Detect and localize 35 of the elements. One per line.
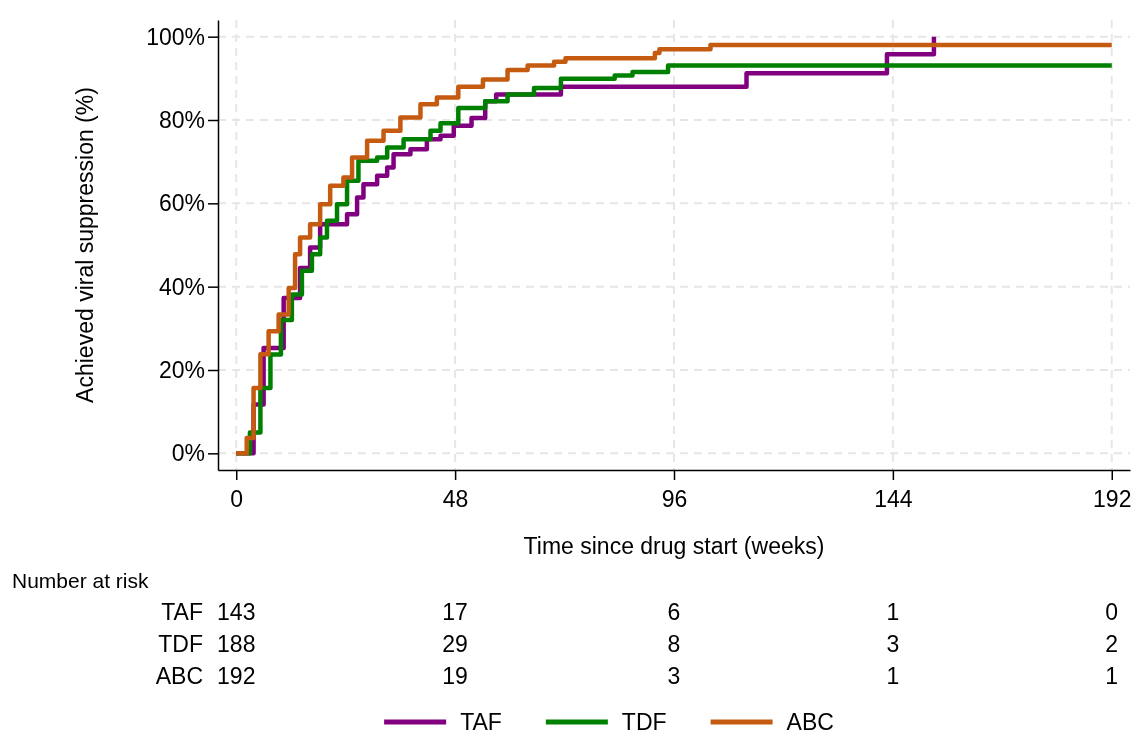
x-tick-label: 144 xyxy=(874,486,913,513)
x-tick-label: 48 xyxy=(442,486,469,513)
text: ABC xyxy=(155,663,203,689)
legend-label: TDF xyxy=(621,709,667,735)
text: TDF xyxy=(158,631,203,657)
text: 3 xyxy=(667,663,681,689)
text: 3 xyxy=(886,631,900,657)
text: 192 xyxy=(217,663,256,689)
text: 188 xyxy=(217,631,256,657)
x-axis-title: Time since drug start (weeks) xyxy=(523,533,825,559)
text: 143 xyxy=(217,599,256,625)
x-tick-label: 192 xyxy=(1093,486,1132,513)
text: 1 xyxy=(886,599,900,625)
legend-label: ABC xyxy=(786,709,834,735)
text: TAF xyxy=(161,599,203,625)
legend-label: TAF xyxy=(460,709,502,735)
text: 19 xyxy=(442,663,468,689)
text: 29 xyxy=(442,631,468,657)
y-tick-label: 100% xyxy=(146,23,205,50)
text: Number at risk xyxy=(12,569,150,592)
text: 17 xyxy=(442,599,468,625)
text: 2 xyxy=(1105,631,1119,657)
text: 1 xyxy=(1105,663,1119,689)
text: 6 xyxy=(667,599,681,625)
y-axis-title: Achieved viral suppression (%) xyxy=(72,87,98,403)
y-tick-label: 60% xyxy=(158,190,205,217)
y-tick-label: 40% xyxy=(158,273,205,300)
y-tick-label: 0% xyxy=(171,440,205,467)
y-tick-label: 80% xyxy=(158,106,205,133)
text: 0 xyxy=(1105,599,1119,625)
y-tick-label: 20% xyxy=(158,356,205,383)
text: 8 xyxy=(667,631,681,657)
x-tick-label: 96 xyxy=(661,486,688,513)
x-tick-label: 0 xyxy=(230,486,244,513)
text: 1 xyxy=(886,663,900,689)
